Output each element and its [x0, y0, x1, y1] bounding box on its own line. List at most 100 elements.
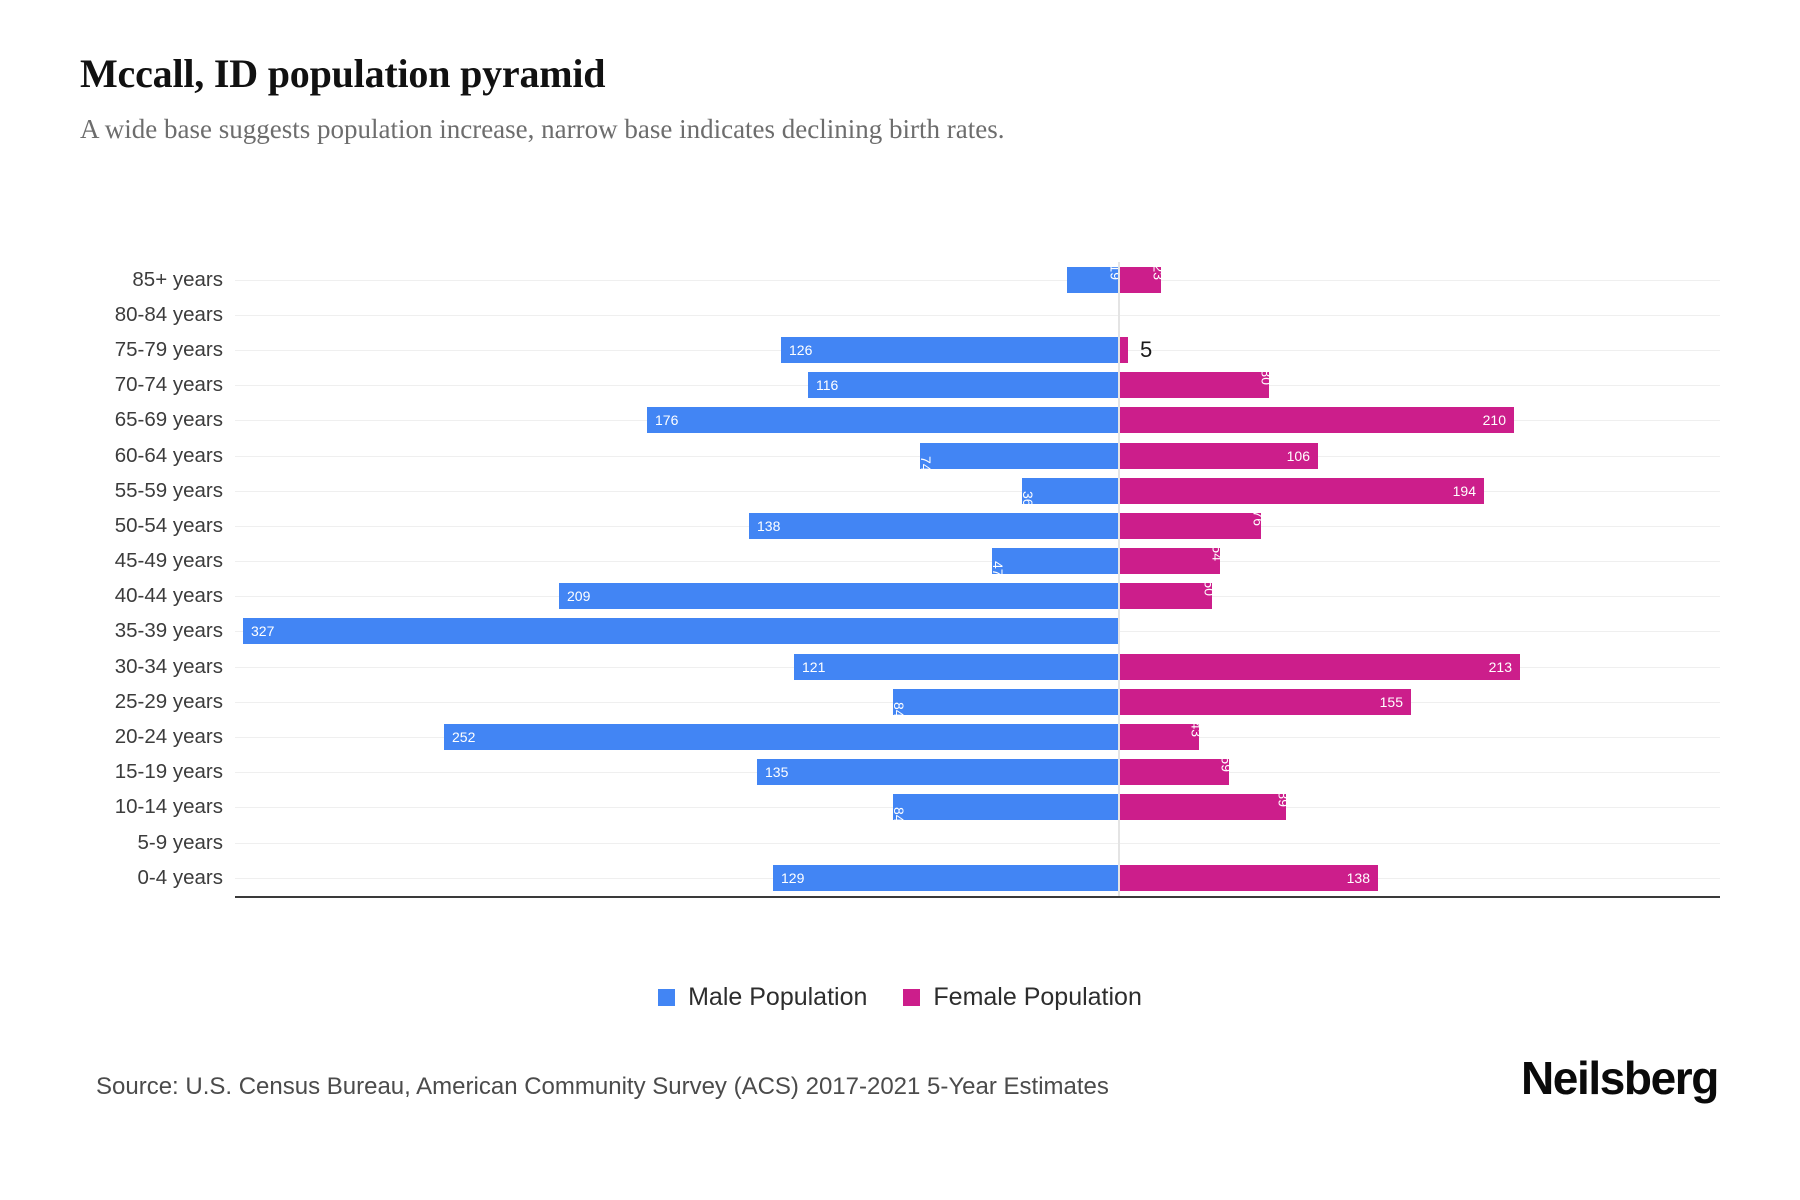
brand-logo: Neilsberg: [1520, 1052, 1719, 1104]
female-bar[interactable]: 213: [1118, 653, 1520, 680]
row-bars: 129 138: [80, 860, 1720, 895]
male-bar-value: 176: [655, 412, 679, 429]
female-bar-value: 80: [1259, 369, 1275, 386]
female-bar-value: 213: [1488, 658, 1512, 675]
pyramid-row: 80-84 years: [80, 297, 1720, 332]
female-bar-value: 76: [1251, 510, 1267, 526]
y-axis-tick-label: 45-49 years: [114, 548, 223, 572]
population-pyramid-chart: 85+ years 19 23 80-84 years 75-79 years 126 5 7…: [80, 262, 1720, 912]
y-axis-tick-label: 10-14 years: [114, 795, 223, 819]
male-bar-value: 74: [918, 455, 934, 472]
center-axis-line: [1118, 262, 1120, 896]
female-bar[interactable]: 50: [1118, 581, 1218, 610]
pyramid-row: 5-9 years: [80, 825, 1720, 860]
male-bar-value: 84: [891, 807, 907, 823]
y-axis-tick-label: 65-69 years: [114, 408, 223, 432]
legend-item-female[interactable]: Female Population: [903, 985, 1142, 1010]
male-bar-value: 209: [567, 588, 591, 605]
female-bar[interactable]: 89: [1118, 792, 1292, 821]
chart-header: Mccall, ID population pyramid A wide bas…: [80, 51, 1720, 145]
female-bar[interactable]: 155: [1118, 688, 1411, 715]
male-bar[interactable]: 19: [1067, 264, 1124, 293]
male-bar-value: 121: [802, 658, 826, 675]
row-bars: 327: [80, 614, 1720, 649]
female-bar[interactable]: 76: [1118, 510, 1267, 539]
female-bar[interactable]: 43: [1118, 721, 1205, 751]
female-bar-value: 89: [1276, 791, 1292, 808]
pyramid-row: 35-39 years 327: [80, 614, 1720, 649]
female-bar-value: 5: [1140, 336, 1153, 362]
female-bar-value: 138: [1346, 869, 1370, 886]
male-bar-value: 327: [251, 623, 275, 640]
female-bar[interactable]: 23: [1118, 264, 1167, 293]
female-bar[interactable]: 194: [1118, 477, 1484, 504]
male-bar[interactable]: 36: [1020, 477, 1118, 507]
female-bar[interactable]: 106: [1118, 442, 1318, 469]
pyramid-row: 30-34 years 121 213: [80, 649, 1720, 684]
male-bar[interactable]: 327: [243, 618, 1118, 645]
y-axis-tick-label: 15-19 years: [114, 759, 223, 783]
gridline: [235, 842, 1720, 844]
row-bars: 126 5: [80, 332, 1720, 367]
female-bar[interactable]: 210: [1118, 407, 1514, 434]
chart-footer: Source: U.S. Census Bureau, American Com…: [0, 1055, 1800, 1135]
male-bar[interactable]: 176: [647, 407, 1118, 434]
pyramid-row: 25-29 years 84 155: [80, 684, 1720, 719]
female-bar-value: 54: [1210, 545, 1226, 562]
y-axis-tick-label: 50-54 years: [114, 513, 223, 537]
pyramid-row: 20-24 years 252 43: [80, 719, 1720, 754]
female-bar[interactable]: 138: [1118, 864, 1378, 891]
pyramid-row: 50-54 years 138 76: [80, 508, 1720, 543]
y-axis-tick-label: 20-24 years: [114, 724, 223, 748]
male-bar[interactable]: 135: [757, 759, 1118, 786]
legend-item-male[interactable]: Male Population: [658, 985, 867, 1010]
y-axis-tick-label: 60-64 years: [114, 443, 223, 467]
pyramid-row: 55-59 years 36 194: [80, 473, 1720, 508]
pyramid-row: 70-74 years 116 80: [80, 368, 1720, 403]
male-bar[interactable]: 121: [794, 653, 1118, 680]
row-bars: 36 194: [80, 473, 1720, 508]
male-bar-value: 138: [757, 517, 781, 534]
male-bar[interactable]: 209: [559, 583, 1118, 610]
pyramid-row: 75-79 years 126 5: [80, 332, 1720, 367]
male-bar[interactable]: 74: [918, 442, 1118, 472]
male-bar[interactable]: 138: [749, 512, 1118, 539]
chart-legend: Male Population Female Population: [0, 985, 1800, 1010]
row-bars: 138 76: [80, 508, 1720, 543]
male-bar[interactable]: 47: [990, 548, 1118, 577]
male-bar[interactable]: 84: [891, 794, 1118, 823]
row-bars: 116 80: [80, 368, 1720, 403]
pyramid-row: 10-14 years 84 89: [80, 790, 1720, 825]
male-bar[interactable]: 116: [808, 372, 1118, 399]
male-bar[interactable]: 84: [891, 688, 1118, 717]
female-bar[interactable]: 54: [1118, 546, 1226, 575]
y-axis-tick-label: 25-29 years: [114, 689, 223, 713]
male-bar[interactable]: 129: [773, 864, 1118, 891]
male-bar-value: 36: [1020, 490, 1036, 507]
chart-subtitle: A wide base suggests population increase…: [80, 113, 1005, 144]
female-bar[interactable]: 80: [1118, 370, 1275, 399]
x-axis-baseline: [235, 896, 1720, 898]
male-bar[interactable]: 252: [444, 724, 1118, 751]
y-axis-tick-label: 30-34 years: [114, 654, 223, 678]
y-axis-tick-label: 0-4 years: [137, 865, 223, 889]
female-bar-value: 106: [1286, 447, 1310, 464]
pyramid-row: 0-4 years 129 138: [80, 860, 1720, 895]
source-attribution: Source: U.S. Census Bureau, American Com…: [96, 1073, 1109, 1100]
male-bar[interactable]: 126: [781, 336, 1118, 363]
row-bars: 252 43: [80, 719, 1720, 754]
row-bars: 84 155: [80, 684, 1720, 719]
male-bar-value: 252: [452, 729, 476, 746]
legend-swatch-female-icon: [903, 989, 921, 1006]
row-bars: 74 106: [80, 438, 1720, 473]
pyramid-row: 65-69 years 176 210: [80, 403, 1720, 438]
pyramid-row: 45-49 years 47 54: [80, 544, 1720, 579]
female-bar[interactable]: 5: [1118, 336, 1152, 363]
female-bar-value: 43: [1189, 721, 1205, 738]
male-bar-value: 126: [789, 341, 813, 358]
female-bar[interactable]: 59: [1118, 757, 1235, 786]
y-axis-tick-label: 55-59 years: [114, 478, 223, 502]
female-bar-value: 210: [1482, 412, 1506, 429]
row-bars: [80, 297, 1720, 332]
row-bars: 135 59: [80, 755, 1720, 790]
